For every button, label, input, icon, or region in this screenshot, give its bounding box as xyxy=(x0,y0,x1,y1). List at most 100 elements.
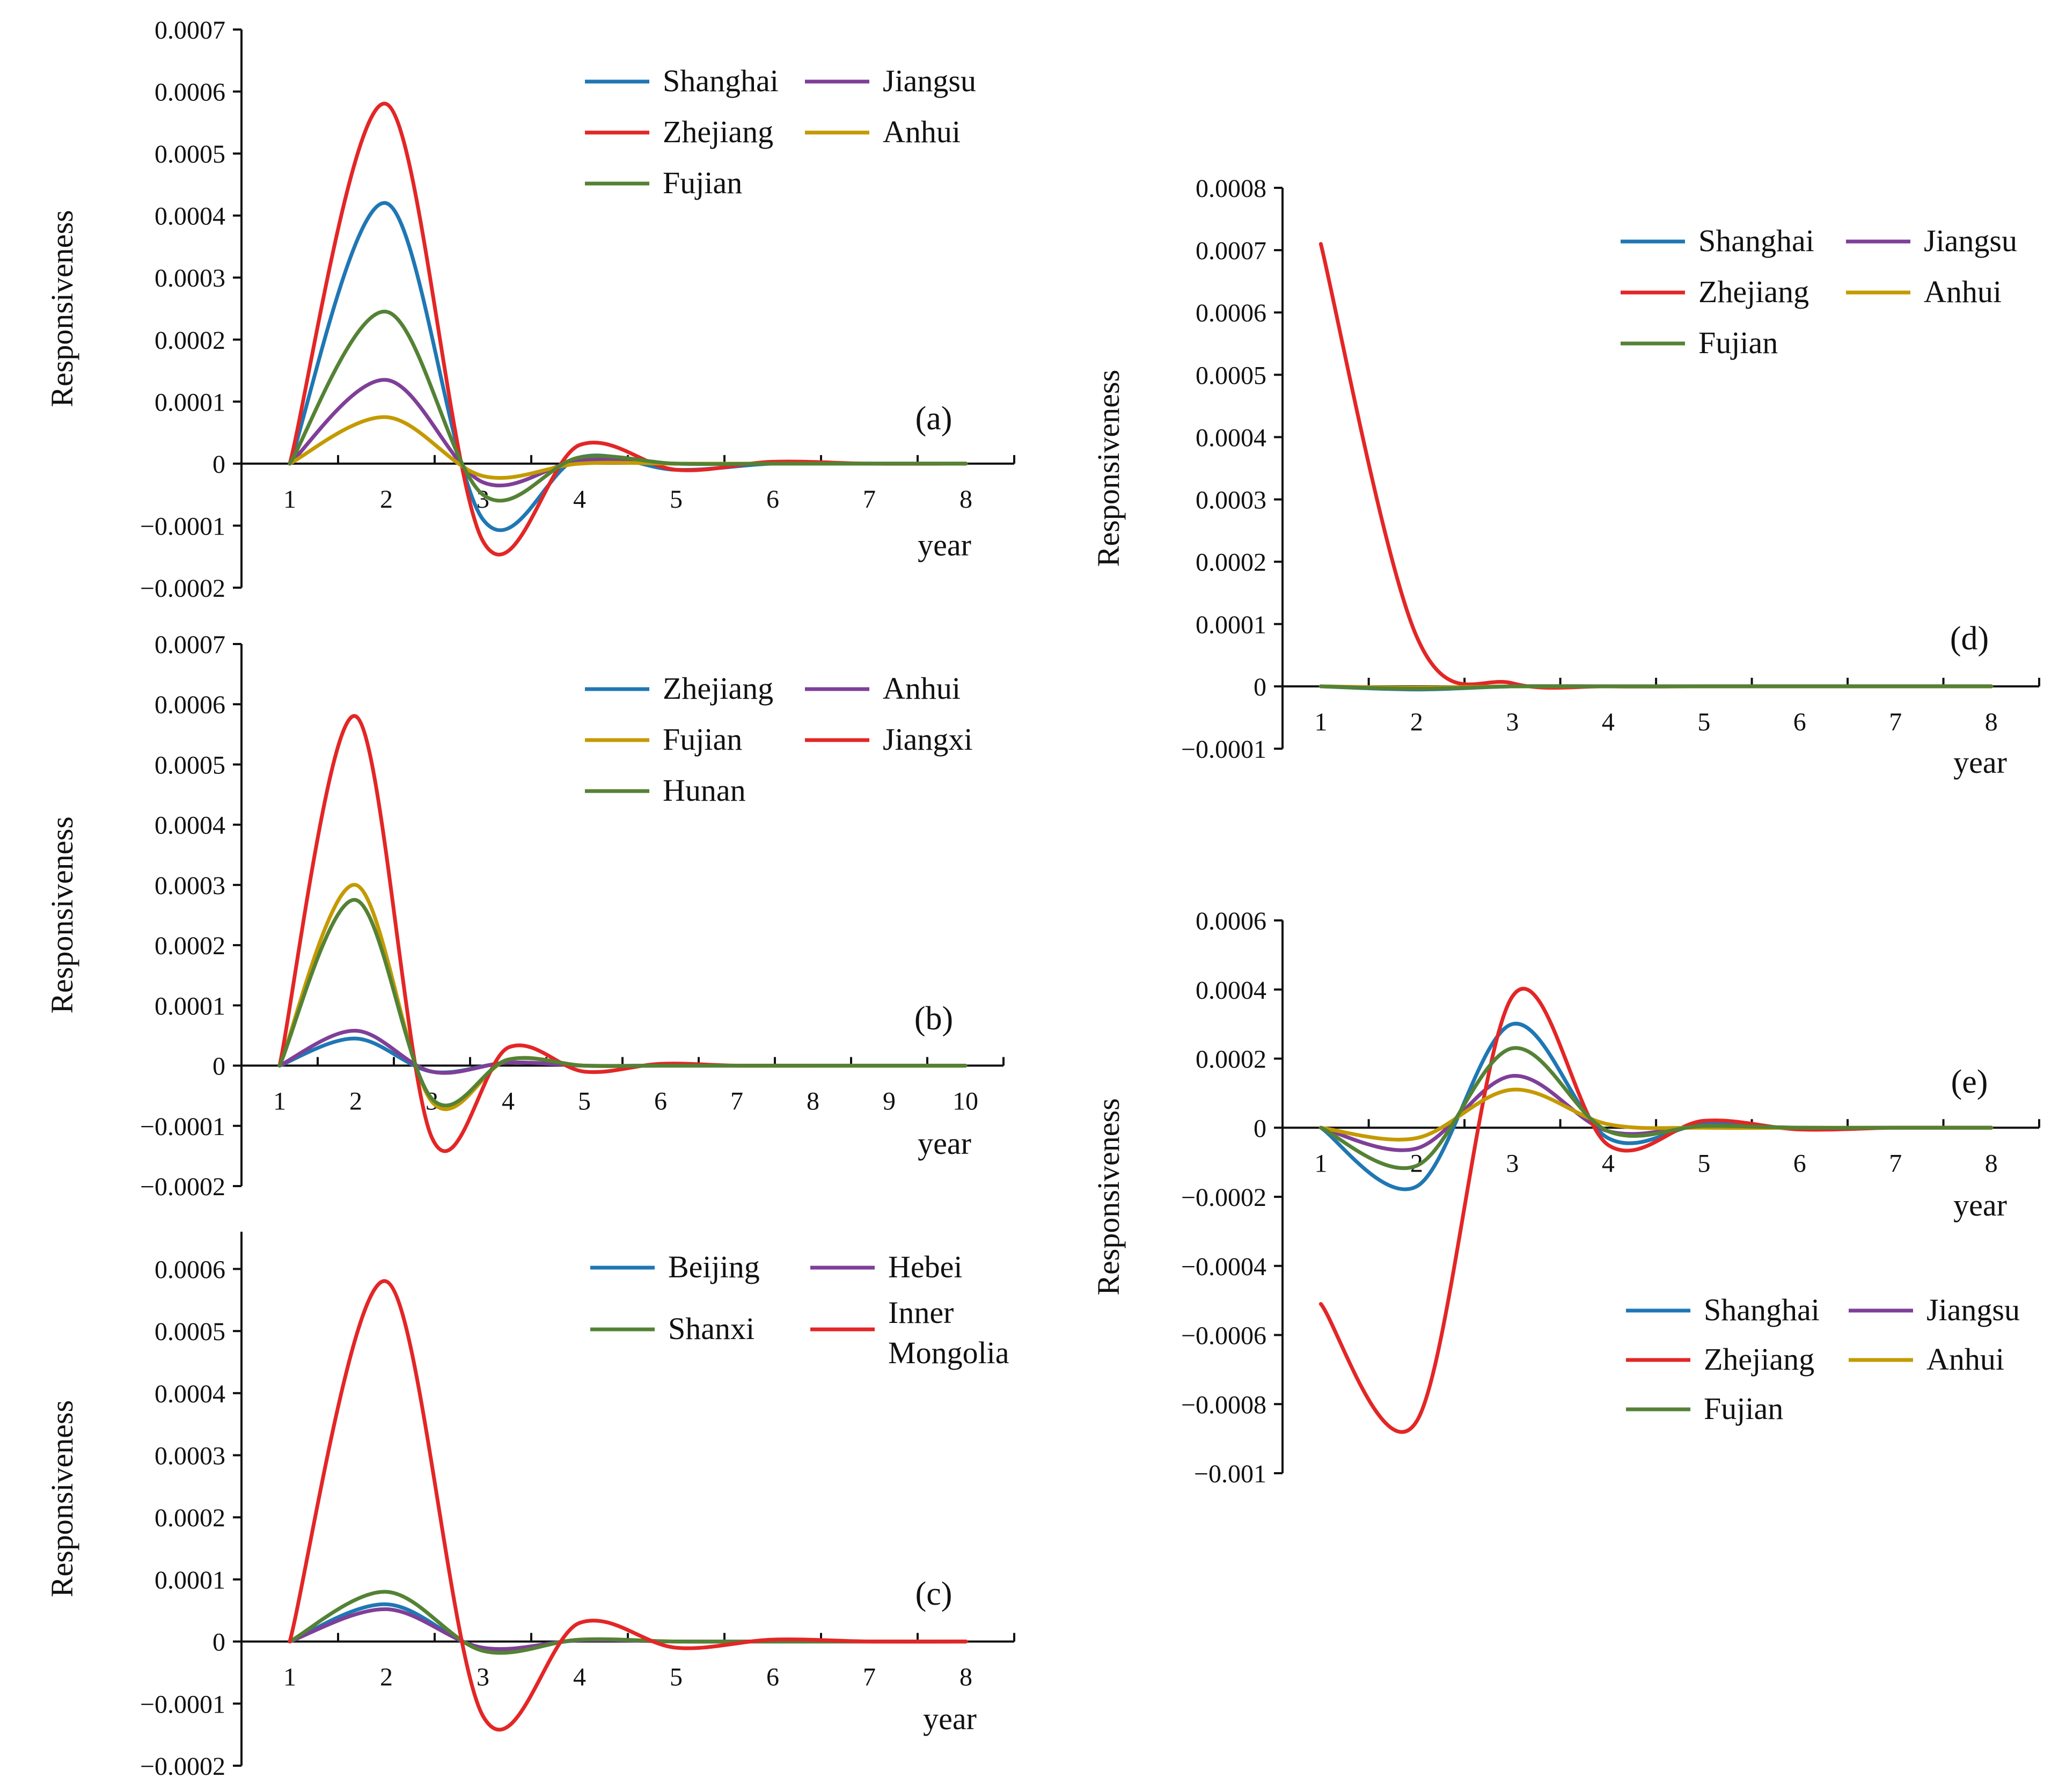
legend-label: Hebei xyxy=(888,1249,963,1284)
x-tick-label: 6 xyxy=(654,1087,667,1116)
y-tick-label: −0.0008 xyxy=(1181,1391,1266,1419)
y-axis-title: Responsiveness xyxy=(1091,370,1126,567)
series-line-anhui xyxy=(288,415,968,480)
x-tick-label: 2 xyxy=(349,1087,362,1116)
y-tick-label: 0.0005 xyxy=(1196,361,1266,390)
y-tick-label: 0.0001 xyxy=(155,388,225,416)
y-tick-label: 0.0007 xyxy=(155,631,225,659)
series-line-fujian xyxy=(1318,1046,1994,1171)
x-tick-label: 7 xyxy=(1889,1149,1902,1177)
x-tick-label: 5 xyxy=(1697,1149,1710,1177)
y-tick-label: 0.0007 xyxy=(1196,237,1266,265)
legend-label: Anhui xyxy=(883,114,961,149)
legend-label: Shanghai xyxy=(1698,223,1814,258)
series-line-shanxi xyxy=(288,1590,968,1655)
x-tick-label: 6 xyxy=(766,1663,779,1692)
legend-label: Jiangsu xyxy=(1926,1292,2020,1327)
y-tick-label: 0.0005 xyxy=(155,140,225,169)
x-tick-label: 2 xyxy=(380,485,393,514)
y-tick-label: −0.0002 xyxy=(1181,1183,1266,1212)
y-tick-label: 0.0002 xyxy=(155,1504,225,1532)
y-tick-label: 0.0002 xyxy=(1196,548,1266,577)
legend-label: Anhui xyxy=(1924,274,2002,309)
x-tick-label: 8 xyxy=(959,485,972,514)
x-tick-label: 1 xyxy=(1314,708,1327,736)
legend-label: Zhejiang xyxy=(1704,1342,1814,1377)
y-tick-label: 0.0008 xyxy=(1196,174,1266,203)
series-line-fujian xyxy=(288,310,968,503)
legend-label: Beijing xyxy=(668,1249,760,1284)
y-axis-title: Responsiveness xyxy=(1091,1098,1126,1295)
legend-label: Fujian xyxy=(1704,1391,1783,1426)
y-tick-label: 0 xyxy=(1254,1114,1266,1143)
legend-label: Fujian xyxy=(663,722,742,757)
series-line-jiangsu xyxy=(288,378,968,488)
y-tick-label: 0.0005 xyxy=(155,751,225,779)
legend-label: Anhui xyxy=(883,671,961,706)
series-line-jiangxi xyxy=(277,714,968,1153)
legend-label: Fujian xyxy=(1698,325,1778,360)
y-tick-label: 0.0001 xyxy=(1196,611,1266,639)
x-tick-label: 3 xyxy=(1506,1149,1519,1177)
y-tick-label: −0.0004 xyxy=(1181,1253,1266,1281)
x-tick-label: 8 xyxy=(807,1087,819,1116)
x-tick-label: 6 xyxy=(1793,708,1806,736)
y-tick-label: 0.0002 xyxy=(155,932,225,960)
legend-label: Jiangsu xyxy=(883,63,976,98)
x-tick-label: 6 xyxy=(766,485,779,514)
panel-label: (d) xyxy=(1950,620,1989,657)
y-tick-label: 0.0001 xyxy=(155,1566,225,1594)
y-tick-label: −0.001 xyxy=(1194,1460,1266,1488)
legend-label: Zhejiang xyxy=(663,671,773,706)
y-tick-label: 0.0007 xyxy=(155,16,225,45)
x-axis-title: year xyxy=(1953,1188,2007,1223)
y-tick-label: 0.0004 xyxy=(1196,423,1266,452)
legend-label: Shanghai xyxy=(1704,1292,1820,1327)
y-tick-label: 0.0006 xyxy=(1196,299,1266,327)
y-tick-label: 0.0004 xyxy=(155,202,225,231)
x-tick-label: 4 xyxy=(1602,1149,1615,1177)
legend-label: Anhui xyxy=(1926,1342,2004,1377)
x-tick-label: 6 xyxy=(1793,1149,1806,1177)
x-tick-label: 5 xyxy=(1697,708,1710,736)
legend-label: Zhejiang xyxy=(1698,274,1809,309)
legend-label: Shanxi xyxy=(668,1311,754,1346)
y-tick-label: 0 xyxy=(213,1052,225,1081)
x-tick-label: 2 xyxy=(1410,708,1423,736)
x-tick-label: 1 xyxy=(283,485,296,514)
legend-label-line: Mongolia xyxy=(888,1335,1009,1370)
x-tick-label: 7 xyxy=(863,1663,876,1692)
panel-c: −0.0002 −0.0001 0 0.0001 0.0002 0.0003 0.0004 0… xyxy=(45,1232,1015,1781)
x-tick-label: 2 xyxy=(380,1663,393,1692)
panel-label: (a) xyxy=(915,400,953,437)
y-tick-label: −0.0002 xyxy=(140,1173,225,1201)
y-tick-label: 0.0006 xyxy=(155,78,225,107)
x-axis-title: year xyxy=(918,528,971,562)
legend-label: Shanghai xyxy=(663,63,779,98)
x-tick-label: 8 xyxy=(959,1663,972,1692)
x-tick-label: 5 xyxy=(670,1663,683,1692)
y-tick-label: −0.0001 xyxy=(140,512,225,540)
panel-d: −0.0001 0 0.0001 0.0002 0.0003 0.0004 0.0005 0.… xyxy=(1091,174,2040,780)
x-tick-label: 9 xyxy=(883,1087,896,1116)
x-tick-label: 4 xyxy=(573,485,586,514)
series-line-fujian xyxy=(1318,684,1994,691)
y-tick-label: 0.0006 xyxy=(1196,907,1266,935)
x-tick-label: 8 xyxy=(1985,708,1998,736)
legend-label: Zhejiang xyxy=(663,114,773,149)
x-tick-label: 10 xyxy=(953,1087,978,1116)
series-line-zhejiang xyxy=(1318,986,1994,1434)
y-tick-label: 0 xyxy=(213,450,225,479)
legend-label: Fujian xyxy=(663,165,742,200)
x-tick-label: 4 xyxy=(573,1663,586,1692)
series-line-zhejiang xyxy=(1318,242,1994,690)
y-tick-label: −0.0001 xyxy=(140,1690,225,1718)
y-tick-label: 0.0002 xyxy=(1196,1045,1266,1074)
x-tick-label: 8 xyxy=(1985,1149,1998,1177)
panel-b: −0.0002 −0.0001 0 0.0001 0.0002 0.0003 0.0004 0… xyxy=(45,631,1005,1201)
y-tick-label: 0.0001 xyxy=(155,992,225,1020)
y-tick-label: −0.0001 xyxy=(1181,735,1266,764)
y-tick-label: −0.0002 xyxy=(140,1752,225,1781)
y-tick-label: 0.0006 xyxy=(155,691,225,719)
y-tick-label: 0.0002 xyxy=(155,326,225,355)
